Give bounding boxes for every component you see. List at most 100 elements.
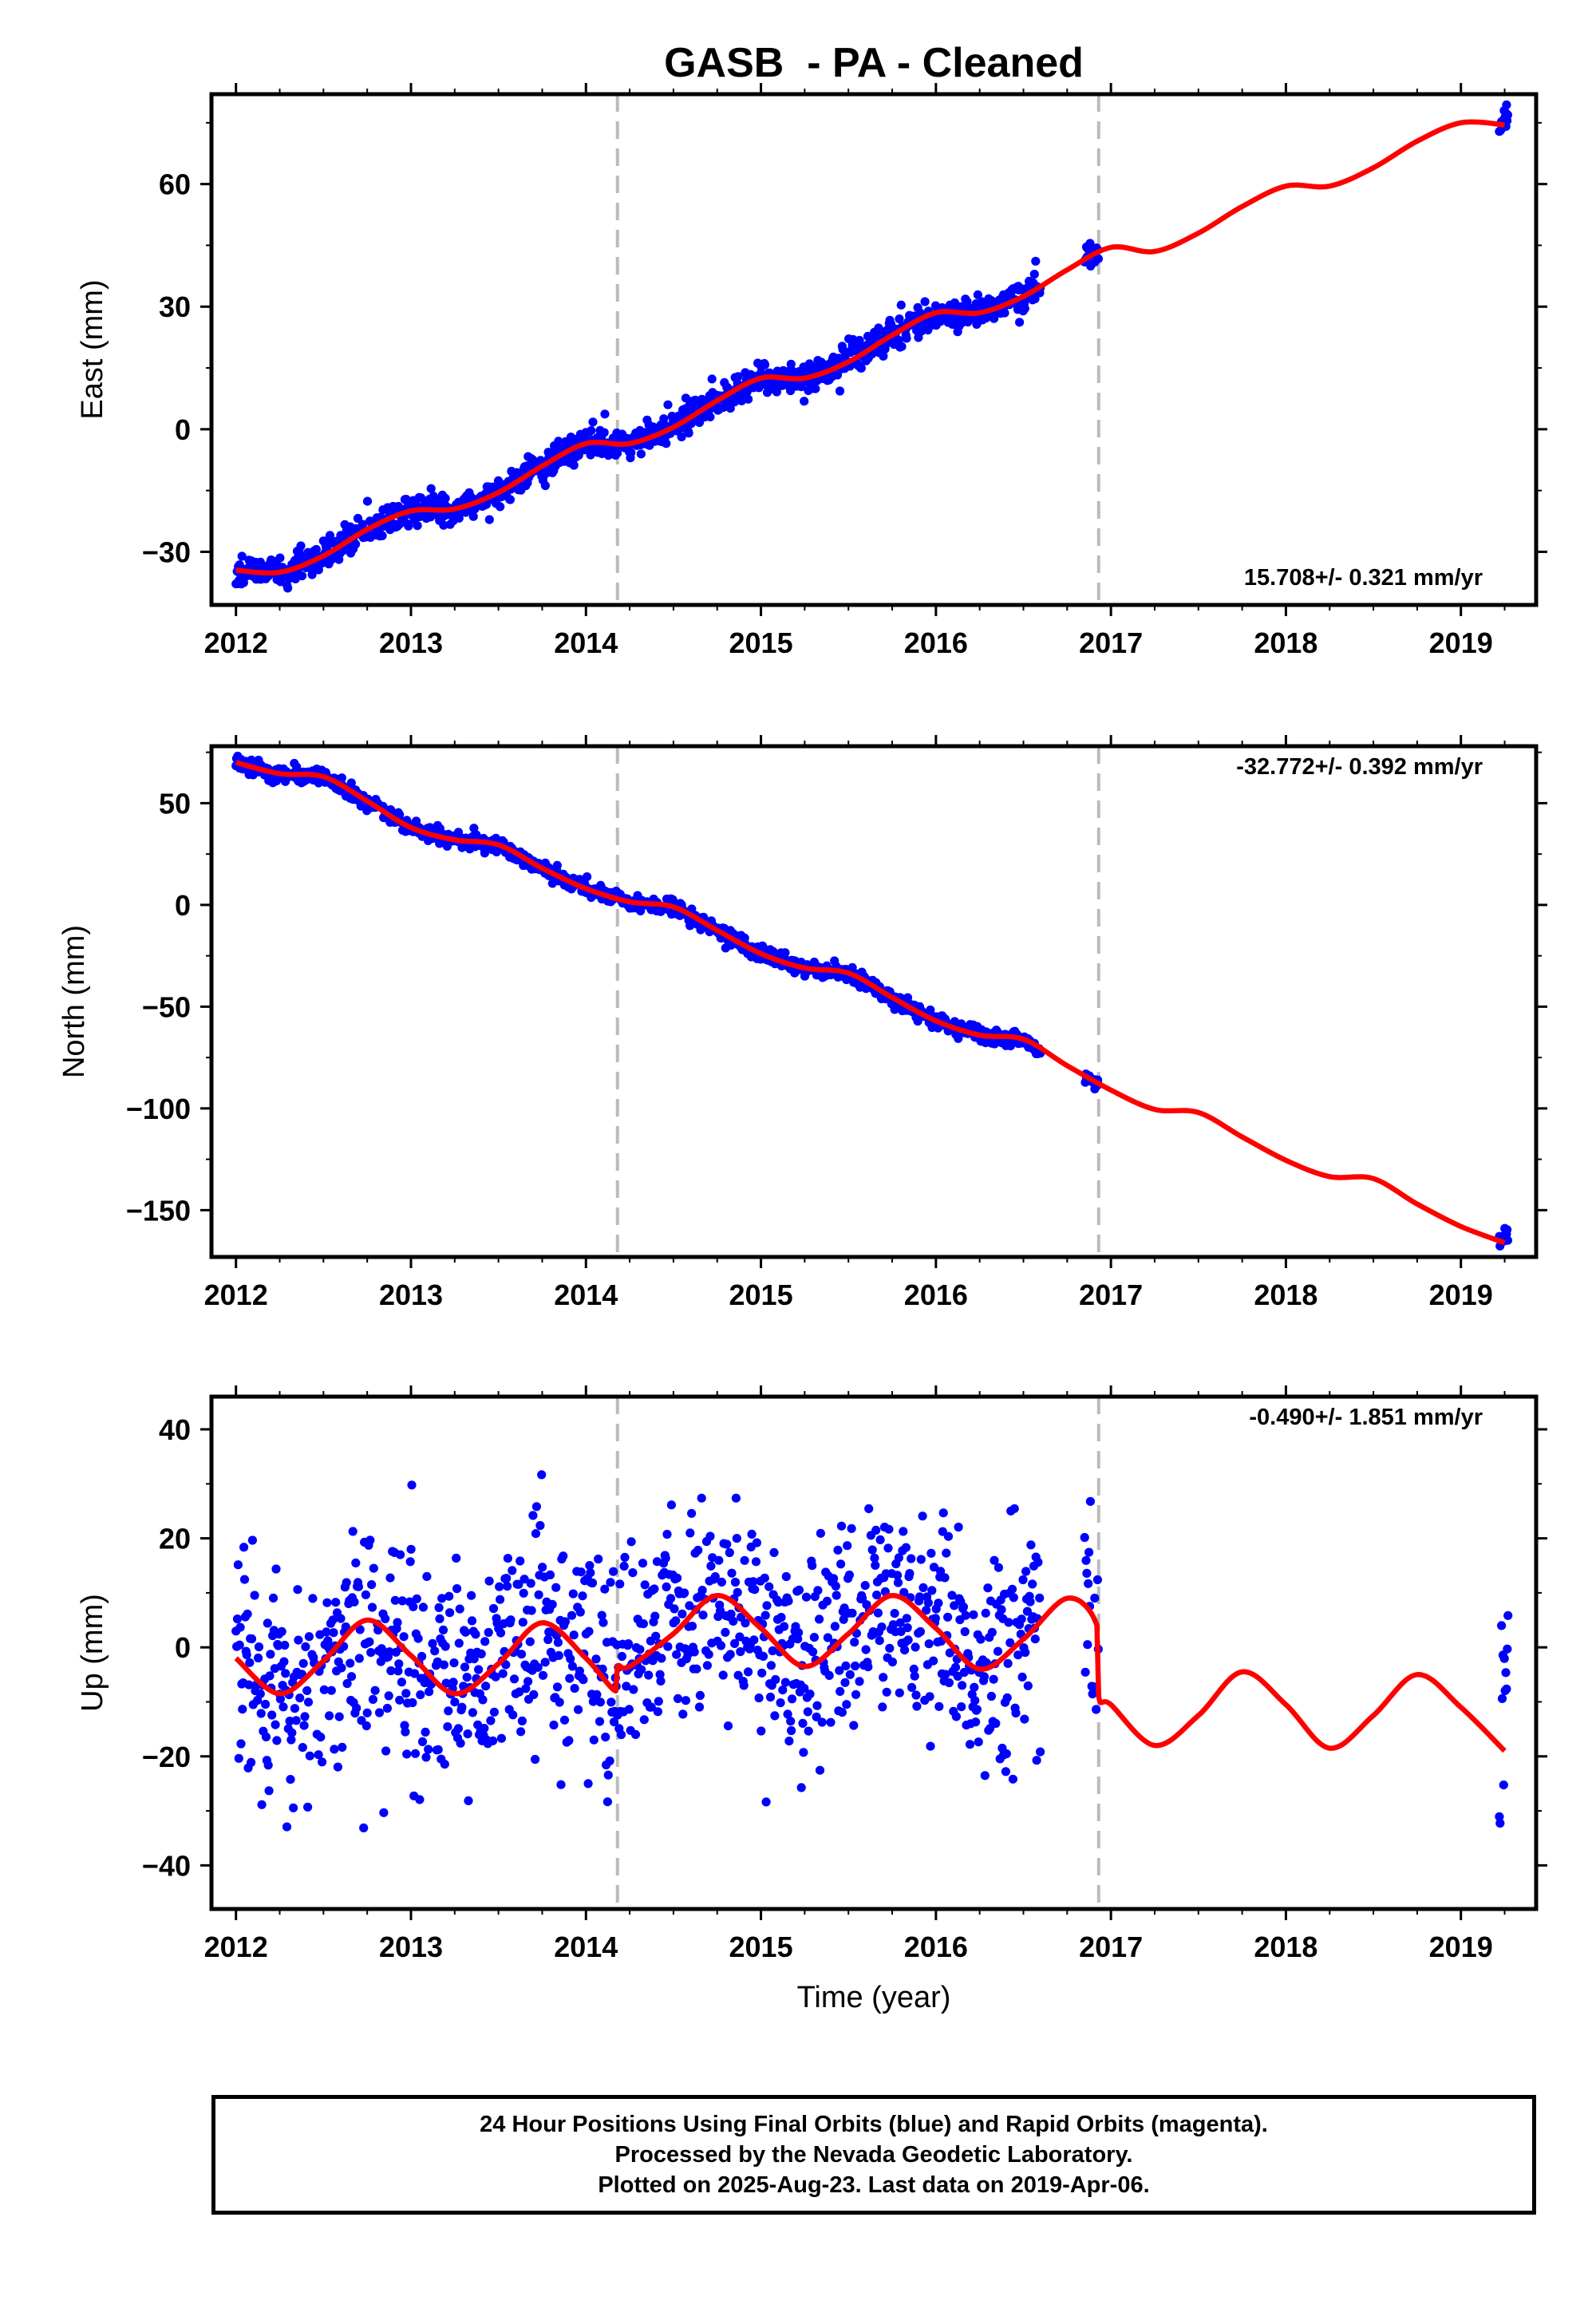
east-point: [353, 513, 363, 524]
up-point: [877, 1622, 887, 1632]
up-point: [879, 1673, 888, 1682]
up-point: [804, 1726, 813, 1736]
up-point: [1017, 1614, 1026, 1624]
x-tick-label: 2016: [904, 626, 968, 659]
up-points: [231, 1470, 1513, 1832]
east-point: [681, 393, 691, 403]
up-point: [538, 1563, 547, 1572]
up-point: [489, 1707, 500, 1717]
x-tick-label: 2019: [1429, 1279, 1493, 1311]
up-point: [890, 1609, 899, 1618]
up-point: [496, 1628, 506, 1638]
up-point: [909, 1664, 918, 1674]
up-point: [903, 1635, 913, 1645]
up-point: [808, 1647, 818, 1657]
up-point: [622, 1682, 631, 1691]
east-point: [1502, 100, 1511, 109]
up-point: [758, 1651, 768, 1661]
up-point: [986, 1691, 996, 1701]
up-point: [1033, 1557, 1043, 1567]
up-point: [565, 1674, 575, 1683]
up-point: [559, 1551, 568, 1561]
east-point: [599, 428, 609, 437]
up-point: [815, 1765, 825, 1775]
up-point: [861, 1645, 871, 1654]
east-point: [426, 484, 436, 493]
up-point: [813, 1586, 823, 1595]
up-point: [385, 1647, 394, 1657]
up-point: [523, 1677, 533, 1686]
up-point: [509, 1674, 519, 1684]
up-point: [609, 1717, 619, 1727]
up-point: [718, 1670, 728, 1680]
up-point: [747, 1529, 757, 1539]
up-point: [864, 1504, 874, 1513]
up-point: [1084, 1579, 1093, 1588]
east-point: [800, 397, 809, 406]
up-point: [729, 1616, 738, 1626]
up-point: [576, 1567, 586, 1577]
up-point: [725, 1547, 734, 1558]
up-point: [657, 1654, 666, 1663]
up-point: [390, 1595, 400, 1605]
up-point: [386, 1666, 396, 1676]
up-point: [916, 1555, 926, 1564]
up-point: [698, 1611, 708, 1620]
east-point: [505, 495, 516, 504]
up-point: [757, 1726, 766, 1736]
up-point: [710, 1572, 720, 1582]
east-point: [856, 363, 866, 373]
east-rate-label: 15.708+/- 0.321 mm/yr: [1244, 565, 1483, 591]
up-point: [302, 1686, 312, 1695]
up-point: [556, 1780, 566, 1789]
up-point: [299, 1721, 309, 1730]
up-point: [860, 1581, 870, 1591]
east-point: [982, 313, 991, 322]
up-point: [407, 1480, 417, 1490]
up-point: [1503, 1644, 1512, 1654]
up-point: [518, 1618, 527, 1627]
up-point: [651, 1631, 661, 1641]
up-point: [597, 1611, 606, 1620]
up-point: [1030, 1634, 1040, 1644]
up-point: [976, 1634, 986, 1644]
up-point: [997, 1605, 1006, 1614]
up-point: [280, 1640, 290, 1650]
up-point: [355, 1625, 365, 1634]
up-point: [817, 1717, 827, 1727]
up-point: [440, 1760, 449, 1769]
up-point: [583, 1779, 593, 1788]
east-point: [362, 496, 373, 506]
east-point: [663, 400, 673, 409]
up-point: [840, 1678, 850, 1687]
up-point: [776, 1613, 786, 1622]
up-point: [255, 1689, 265, 1698]
up-point: [1007, 1584, 1017, 1594]
up-point: [623, 1639, 634, 1649]
up-point: [450, 1697, 460, 1707]
up-point: [334, 1712, 344, 1721]
up-point: [274, 1641, 283, 1650]
y-tick-label: −100: [126, 1093, 191, 1125]
up-point: [1009, 1504, 1019, 1513]
up-point: [1011, 1708, 1021, 1718]
up-point: [640, 1580, 650, 1590]
x-tick-label: 2017: [1079, 1931, 1143, 1963]
up-point: [322, 1598, 332, 1607]
up-point: [606, 1697, 616, 1707]
up-point: [410, 1669, 420, 1678]
up-point: [519, 1588, 528, 1598]
up-point: [235, 1622, 245, 1632]
up-point: [812, 1712, 821, 1721]
east-point: [275, 553, 285, 563]
up-point: [794, 1628, 804, 1638]
up-point: [503, 1581, 512, 1591]
up-point: [415, 1795, 425, 1804]
up-point: [721, 1627, 730, 1637]
up-point: [845, 1670, 855, 1679]
up-point: [279, 1657, 289, 1666]
north-axis-label: North (mm): [57, 925, 91, 1078]
up-point: [338, 1742, 347, 1752]
up-point: [875, 1636, 884, 1646]
up-point: [970, 1682, 979, 1692]
